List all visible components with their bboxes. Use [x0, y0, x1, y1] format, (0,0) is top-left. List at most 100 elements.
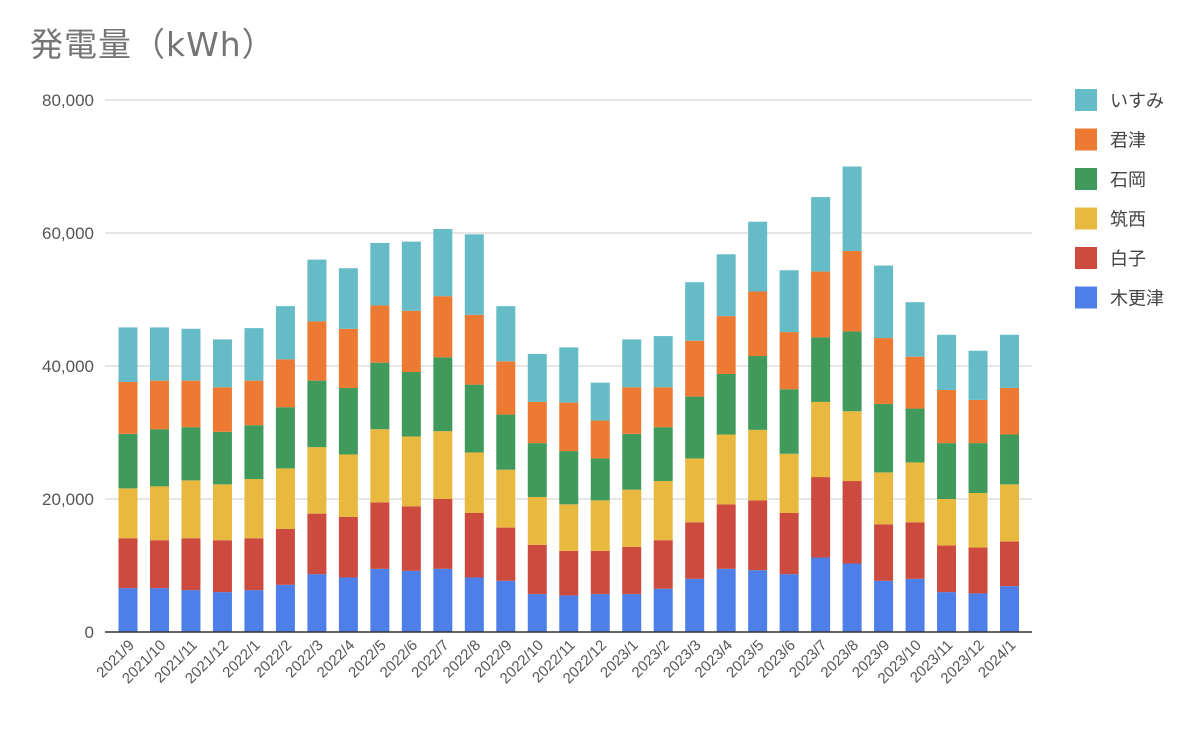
bar-segment: [842, 481, 862, 564]
bar-segment: [905, 356, 925, 409]
bar-segment: [622, 489, 642, 547]
bar-segment: [716, 504, 736, 569]
bar-segment: [1000, 484, 1020, 542]
bar-segment: [874, 580, 894, 632]
bar-segment: [149, 588, 169, 632]
bar-segment: [118, 327, 138, 382]
bar-segment: [275, 407, 295, 469]
bar-segment: [748, 429, 768, 501]
bar-segment: [212, 339, 232, 388]
bar-segment: [685, 522, 705, 579]
bar-segment: [748, 500, 768, 571]
legend-label: 筑西: [1110, 210, 1146, 231]
bar-segment: [401, 436, 421, 507]
legend-swatch: [1075, 247, 1097, 269]
bar-segment: [622, 433, 642, 490]
y-tick-label: 80,000: [42, 91, 94, 110]
bar-segment: [937, 334, 957, 390]
bar-segment: [433, 357, 453, 432]
bar-segment: [307, 447, 327, 514]
bar-segment: [401, 241, 421, 311]
bar-segment: [118, 433, 138, 489]
bar-segment: [149, 540, 169, 589]
bar-segment: [149, 429, 169, 487]
bar-segment: [905, 578, 925, 632]
bar-segment: [653, 427, 673, 482]
bar-segment: [937, 592, 957, 632]
bar-segment: [748, 356, 768, 430]
legend-swatch: [1075, 89, 1097, 111]
bar-segment: [464, 314, 484, 385]
bar-segment: [559, 504, 579, 551]
bar-segment: [401, 570, 421, 632]
bar-segment: [1000, 334, 1020, 388]
bar-segment: [244, 425, 264, 480]
bar-segment: [433, 431, 453, 499]
bar-segment: [244, 538, 264, 591]
bar-segment: [401, 371, 421, 437]
bar-segment: [653, 336, 673, 388]
bar-segment: [181, 480, 201, 539]
bar-segment: [244, 328, 264, 381]
bar-segment: [559, 347, 579, 403]
bar-segment: [496, 527, 516, 581]
bar-segment: [590, 500, 610, 551]
bar-segment: [527, 401, 547, 444]
bar-segment: [559, 550, 579, 596]
bar-segment: [748, 221, 768, 292]
bar-segment: [370, 362, 390, 430]
bar-segment: [685, 458, 705, 523]
bar-segment: [842, 563, 862, 632]
bar-segment: [968, 547, 988, 594]
legend-swatch: [1075, 128, 1097, 151]
bar-segment: [968, 399, 988, 444]
bar-segment: [622, 339, 642, 388]
bar-segment: [118, 538, 138, 589]
chart-title: 発電量（kWh）: [30, 25, 276, 64]
bar-segment: [496, 306, 516, 362]
bar-segment: [370, 305, 390, 363]
bar-segment: [118, 588, 138, 632]
bar-segment: [685, 578, 705, 632]
y-tick-label: 60,000: [42, 224, 94, 243]
bar-segment: [653, 540, 673, 589]
bar-segment: [968, 493, 988, 548]
legend-swatch: [1075, 286, 1097, 309]
bar-segment: [905, 522, 925, 579]
bar-segment: [1000, 387, 1020, 435]
y-tick-label: 0: [85, 623, 94, 642]
bar-segment: [622, 387, 642, 434]
bar-segment: [338, 268, 358, 329]
bar-segment: [811, 337, 831, 402]
bar-segment: [464, 512, 484, 578]
bar-segment: [622, 594, 642, 632]
bar-segment: [1000, 541, 1020, 587]
bar-segment: [874, 338, 894, 404]
bar-segment: [212, 387, 232, 432]
bar-segment: [275, 468, 295, 529]
bar-segment: [149, 327, 169, 381]
bars: [118, 166, 1020, 632]
bar-segment: [527, 354, 547, 402]
bar-segment: [716, 568, 736, 632]
bar-segment: [811, 197, 831, 272]
bar-segment: [464, 384, 484, 453]
bar-segment: [370, 502, 390, 569]
bar-segment: [307, 321, 327, 381]
bar-segment: [559, 451, 579, 505]
bar-segment: [937, 389, 957, 444]
bar-segment: [527, 594, 547, 632]
bar-segment: [653, 588, 673, 632]
bar-segment: [937, 499, 957, 546]
bar-segment: [937, 545, 957, 593]
bar-segment: [1000, 434, 1020, 485]
bar-segment: [181, 427, 201, 481]
bar-segment: [968, 443, 988, 494]
bar-segment: [433, 229, 453, 297]
bar-segment: [842, 166, 862, 251]
bar-segment: [748, 291, 768, 357]
bar-segment: [275, 359, 295, 408]
legend-swatch: [1075, 207, 1097, 230]
bar-segment: [496, 361, 516, 415]
bar-segment: [653, 481, 673, 541]
